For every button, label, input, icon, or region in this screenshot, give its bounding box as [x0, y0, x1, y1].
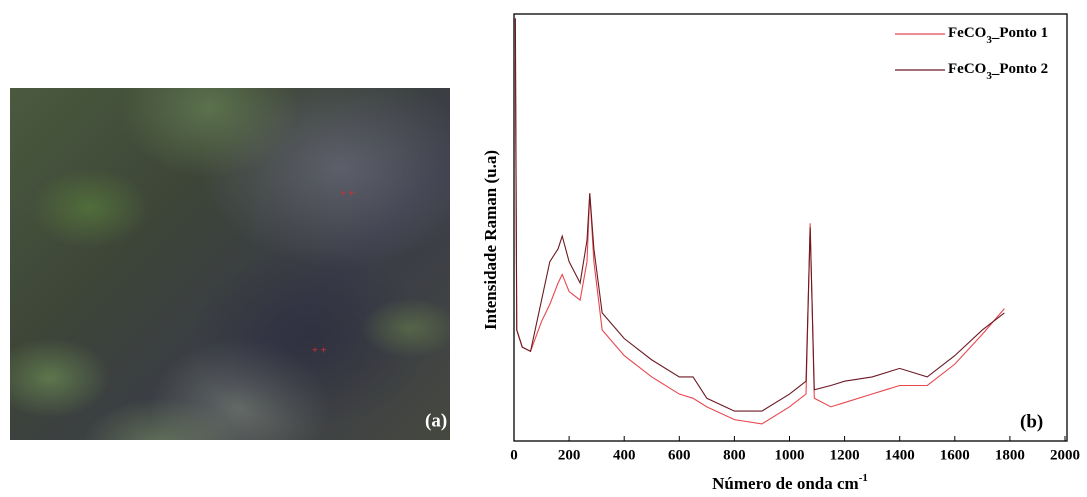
y-axis-label: Intensidade Raman (u.a) — [481, 150, 500, 330]
x-tick-label: 400 — [613, 447, 636, 463]
x-tick-label: 1200 — [830, 447, 860, 463]
image-overlay: + + + + (a) — [312, 189, 447, 432]
series-line — [514, 60, 1005, 425]
marker: + + — [340, 189, 355, 200]
legend-label: FeCO3_Ponto 2 — [948, 61, 1048, 81]
x-label-sup: -1 — [859, 472, 868, 484]
x-tick-label: 200 — [558, 447, 581, 463]
x-tick-label: 1800 — [995, 447, 1025, 463]
x-tick-label: 1000 — [775, 447, 805, 463]
microscope-image: + + + + (a) — [10, 88, 450, 440]
panel-label: (b) — [1020, 411, 1043, 432]
x-axis-label: Número de onda cm-1 — [712, 472, 868, 493]
plot-frame — [513, 13, 1068, 442]
x-label-text: Número de onda cm — [712, 474, 859, 493]
series-line — [514, 18, 1005, 412]
x-tick-label: 1400 — [885, 447, 915, 463]
marker: + + — [312, 346, 327, 357]
x-tick-label: 600 — [668, 447, 691, 463]
x-tick-label: 1600 — [940, 447, 970, 463]
x-tick-label: 0 — [510, 447, 518, 463]
x-tick-label: 2000 — [1050, 447, 1080, 463]
panel-label: (a) — [425, 410, 447, 431]
legend-label: FeCO3_Ponto 1 — [948, 25, 1048, 45]
x-tick-label: 800 — [723, 447, 746, 463]
